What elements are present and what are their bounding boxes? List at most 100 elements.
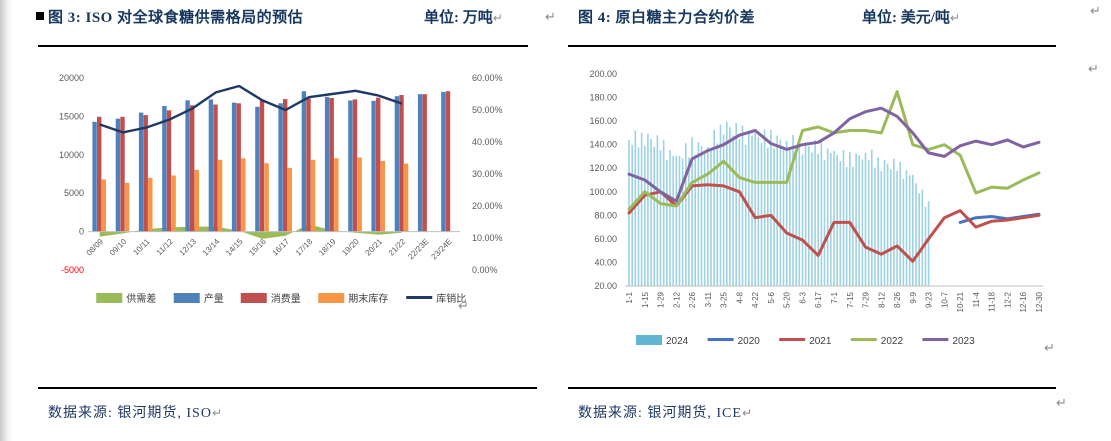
bar	[789, 147, 791, 286]
bar	[716, 143, 719, 286]
bar	[352, 99, 358, 232]
bar	[776, 135, 778, 286]
bar	[908, 175, 911, 286]
return-mark-icon: ↵	[492, 11, 503, 25]
page-edge-shadow	[0, 0, 13, 441]
x-axis-label: 18/19	[317, 237, 338, 258]
consumption-bars	[97, 91, 451, 232]
bar	[310, 159, 316, 232]
return-mark-icon: ↵	[458, 299, 469, 314]
x-axis-label: 6-17	[814, 291, 823, 308]
bar	[836, 155, 838, 286]
bar	[741, 125, 744, 286]
x-axis-label: 09/10	[108, 237, 129, 258]
bar	[858, 155, 860, 286]
bar	[732, 135, 734, 286]
bar	[814, 140, 816, 286]
bar	[738, 139, 741, 286]
bar	[713, 129, 715, 286]
bar	[403, 163, 409, 232]
bar	[301, 91, 307, 232]
bar	[811, 152, 813, 286]
x-axis-label: 10-21	[956, 291, 965, 312]
x-axis-label: 4-8	[735, 291, 744, 303]
bar	[357, 157, 362, 232]
bar	[287, 167, 292, 232]
y-axis-label-right: 10.00%	[472, 233, 503, 243]
production-bars	[92, 91, 446, 232]
x-axis-label: 12-16	[1019, 291, 1028, 312]
x-axis-label: 23/24E	[429, 237, 453, 261]
bar	[241, 158, 246, 232]
x-axis-label: 16/17	[271, 237, 292, 258]
bar	[194, 169, 199, 232]
legend-label-库销比: 库销比	[436, 292, 466, 305]
x-axis-label: 11-18	[988, 291, 997, 311]
bar	[801, 154, 804, 286]
bar	[681, 158, 684, 286]
bar	[666, 159, 668, 286]
y-axis-label: 180.00	[589, 93, 617, 103]
x-axis-label: 15/16	[247, 237, 268, 258]
bar	[92, 121, 97, 232]
bar	[441, 91, 446, 232]
bar	[719, 124, 722, 286]
bar	[927, 201, 930, 286]
bar	[647, 133, 649, 286]
legend-swatch-2022	[850, 338, 877, 341]
figure3-source: 数据来源: 银河期货, ISO↵	[48, 402, 223, 422]
legend-swatch-2023	[922, 338, 949, 341]
legend: 供需差 产量 消费量 期末库存 库销比	[96, 292, 466, 305]
return-mark-icon: ↵	[1044, 341, 1055, 356]
y-axis-label: 160.00	[589, 116, 617, 126]
return-mark-icon: ↵	[545, 10, 556, 25]
figure4-title: 图 4: 原白糖主力合约价差	[578, 10, 755, 26]
bar	[399, 95, 404, 232]
bar	[757, 136, 760, 286]
figure4-unit: 单位: 美元/吨↵	[862, 6, 960, 27]
legend-label-2023: 2023	[952, 336, 975, 347]
bar	[726, 121, 728, 286]
figure3-unit: 单位: 万吨↵	[424, 6, 503, 27]
bar	[694, 155, 696, 286]
legend-label-消费量: 消费量	[271, 292, 301, 305]
bar	[650, 139, 652, 286]
bar	[830, 152, 832, 286]
bar	[166, 110, 172, 232]
legend-swatch-消费量	[240, 293, 267, 303]
bar	[185, 100, 190, 232]
bar	[634, 130, 637, 286]
bar	[833, 151, 835, 286]
bar	[190, 105, 195, 232]
y-axis-label: 120.00	[589, 163, 617, 173]
bar	[264, 163, 269, 232]
bar	[334, 158, 339, 232]
legend: 2024 2020 2021 2022 2023	[636, 335, 975, 347]
bar	[782, 146, 785, 286]
bar	[886, 163, 889, 286]
bar	[883, 160, 886, 286]
series-2023-line	[627, 106, 1041, 203]
x-axis-label: 22/23E	[406, 237, 430, 261]
y-axis-label: 40.00	[594, 257, 617, 267]
ending-stocks-bars	[101, 157, 409, 232]
x-axis-label: 9-23	[925, 291, 934, 308]
bar	[324, 96, 330, 232]
figure3-top-rule	[38, 45, 528, 47]
return-mark-icon: ↵	[1088, 62, 1099, 77]
legend-swatch-2020	[707, 338, 734, 341]
x-axis-label: 14/15	[224, 237, 245, 258]
bar	[394, 96, 400, 232]
return-mark-icon: ↵	[949, 11, 960, 25]
bar	[376, 97, 381, 232]
bar	[143, 115, 148, 232]
x-axis-label: 12-30	[1035, 291, 1044, 312]
figure3-chart: 20000 15000 10000 5000 0 -5000 60.00% 50.00% 40.…	[59, 73, 503, 305]
bar	[120, 116, 125, 232]
y-axis-label-left: -5000	[61, 265, 84, 275]
bar	[871, 149, 873, 286]
legend-label-期末库存: 期末库存	[348, 292, 388, 305]
figure3-bottom-rule	[38, 387, 537, 389]
bar	[283, 99, 288, 232]
bar	[754, 133, 756, 286]
